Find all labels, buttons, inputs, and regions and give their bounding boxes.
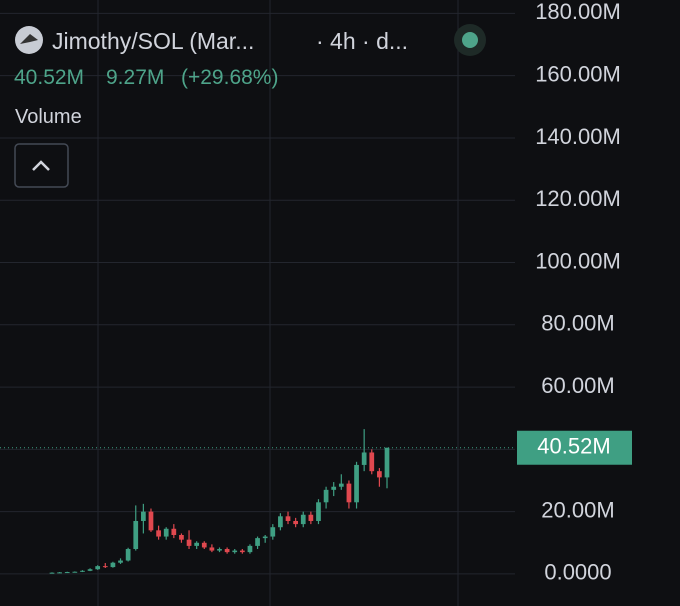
candle-body [270,527,276,537]
candle-body [285,516,291,521]
candle-body [141,511,146,521]
candle-body [384,447,390,478]
candle-body [316,502,321,521]
candle-body [209,547,215,551]
y-tick-label: 0.0000 [544,560,611,585]
candle-body [369,452,375,472]
candle-body [338,483,344,487]
candle-body [125,549,131,561]
candle-body [201,542,207,548]
y-tick-label: 120.00M [535,186,621,211]
candle-body [110,562,116,568]
candle-body [346,483,352,503]
candle-body [118,560,123,563]
y-tick-label: 140.00M [535,124,621,149]
candle-body [64,572,70,574]
change: 9.27M [106,66,165,89]
candle-body [72,571,78,573]
candle-body [293,520,298,525]
last-price-box [517,430,632,465]
candle-body [262,536,268,539]
candle-body [239,550,245,553]
candle-body [87,569,93,571]
candle-body [95,566,101,570]
candle-body [377,471,382,478]
candle-body [308,514,314,521]
candle-body [171,528,177,535]
candle-body [300,514,306,525]
candle-body [224,549,230,553]
candle-body [361,452,367,465]
candle-body [194,542,200,546]
candle-body [232,550,238,553]
change-pct: (+29.68%) [181,66,279,89]
candle-body [278,516,283,528]
candle-body [323,489,329,503]
y-tick-label: 180.00M [535,0,621,24]
candle-body [148,511,154,531]
indicator: Volume [15,106,82,128]
candle-body [217,549,222,551]
candle-body [102,566,108,568]
pair: Jimothy/SOL (Mar... [52,28,255,54]
candle-body [80,570,85,572]
candle-body [49,572,55,574]
candle-body [331,486,337,490]
candle-body [163,528,169,537]
y-tick-label: 160.00M [535,61,621,86]
y-tick-label: 80.00M [541,311,614,336]
candle-body [179,534,184,540]
candle-body [133,520,139,550]
candle-body [255,538,260,546]
y-tick-label: 20.00M [541,497,614,522]
candle-body [247,545,253,553]
candle-body [57,572,62,574]
last-price-label: 40.52M [537,434,610,459]
y-tick-label: 60.00M [541,373,614,398]
candle-body [156,530,161,537]
interval: · 4h · d... [316,28,409,54]
candle-body [354,464,359,503]
candle-body [186,539,192,546]
y-tick-label: 100.00M [535,248,621,273]
price: 40.52M [14,66,85,89]
